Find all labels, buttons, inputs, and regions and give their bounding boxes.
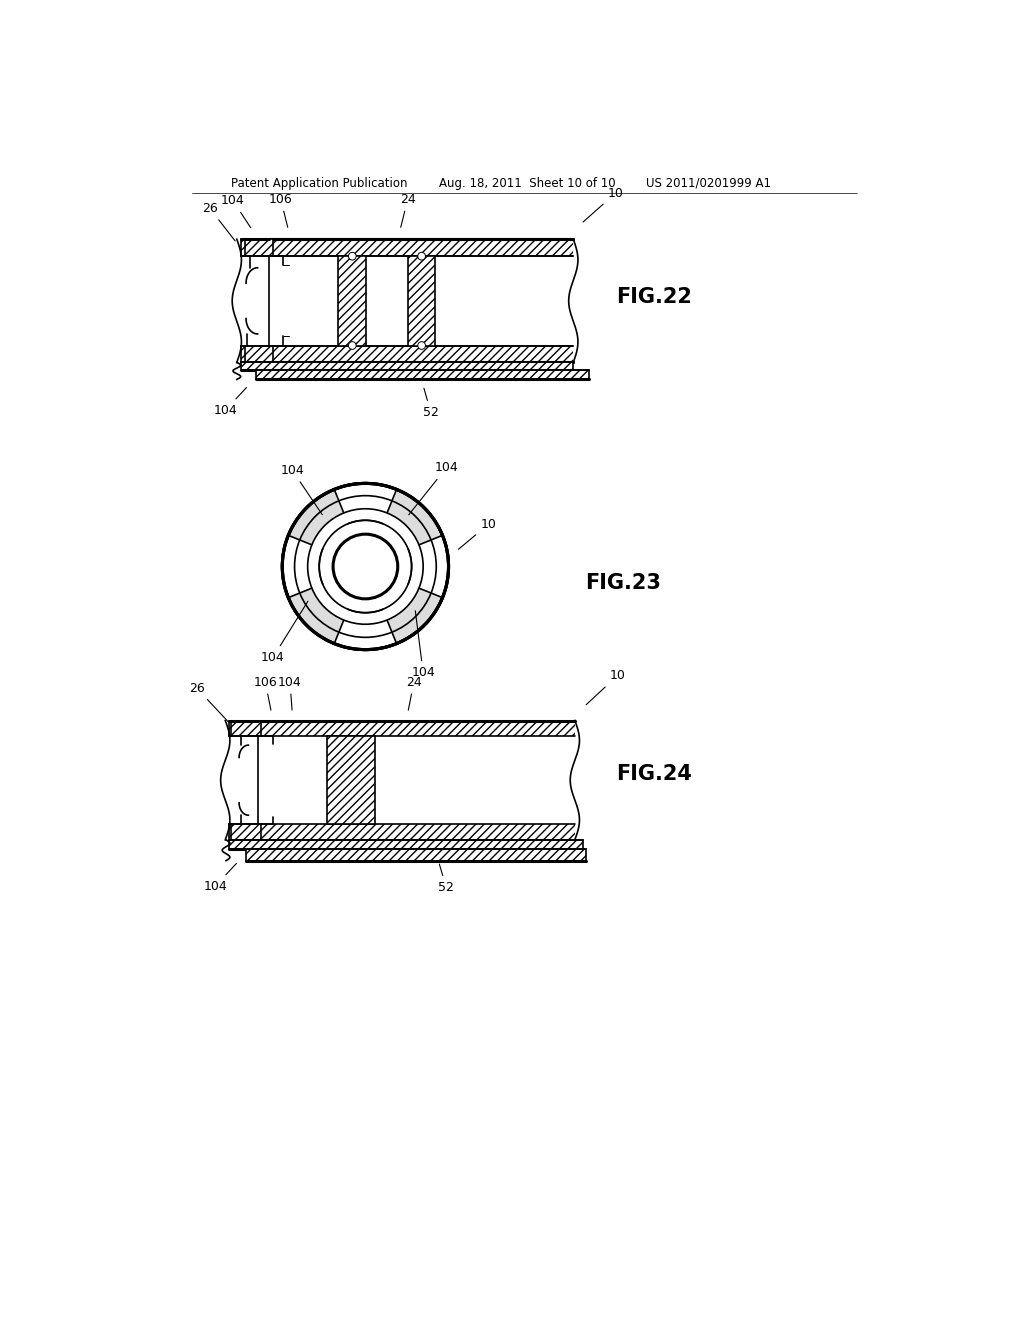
Circle shape [348,252,356,260]
Text: FIG.22: FIG.22 [615,286,691,308]
Text: 104: 104 [213,388,247,417]
Bar [241,346,273,363]
Bar [229,737,261,825]
Text: 104: 104 [204,863,237,892]
Text: 104: 104 [281,463,323,515]
Text: 104: 104 [412,611,435,680]
Circle shape [418,252,425,260]
Bar [229,840,583,849]
Text: FIG.23: FIG.23 [585,573,660,594]
Text: 26: 26 [188,681,228,722]
Bar [269,256,573,346]
Bar [408,256,435,346]
Circle shape [319,520,412,612]
Text: 24: 24 [400,193,416,227]
Text: 52: 52 [438,865,455,894]
Bar [229,825,261,840]
Text: US 2011/0201999 A1: US 2011/0201999 A1 [646,177,771,190]
Bar [241,363,573,370]
Text: 10: 10 [586,669,625,705]
Text: 104: 104 [279,676,302,710]
Text: Patent Application Publication: Patent Application Publication [230,177,408,190]
Bar [229,721,261,737]
Bar [269,239,573,256]
Text: 104: 104 [409,462,458,515]
Circle shape [283,483,449,649]
Bar [258,825,574,840]
Bar [339,256,367,346]
Wedge shape [404,533,453,599]
Wedge shape [279,533,326,599]
Wedge shape [333,606,398,653]
Text: Aug. 18, 2011  Sheet 10 of 10: Aug. 18, 2011 Sheet 10 of 10 [438,177,615,190]
Circle shape [333,535,397,599]
Circle shape [307,508,423,624]
Bar [269,346,573,363]
Bar [258,737,574,825]
Text: FIG.24: FIG.24 [615,764,691,784]
Text: 24: 24 [407,676,422,710]
Circle shape [418,342,425,350]
Bar [256,370,589,379]
Text: 10: 10 [459,517,497,549]
Text: 52: 52 [423,388,439,418]
Wedge shape [333,479,398,527]
Bar [327,737,375,825]
Circle shape [348,342,356,350]
Text: 106: 106 [269,193,293,227]
Text: 106: 106 [253,676,278,710]
Bar [241,256,273,346]
Text: 26: 26 [202,202,236,242]
Text: 104: 104 [261,601,308,664]
Bar [241,239,273,256]
Bar [246,849,586,861]
Text: 104: 104 [221,194,251,227]
Circle shape [333,535,397,599]
Text: 10: 10 [583,186,624,222]
Bar [258,721,574,737]
